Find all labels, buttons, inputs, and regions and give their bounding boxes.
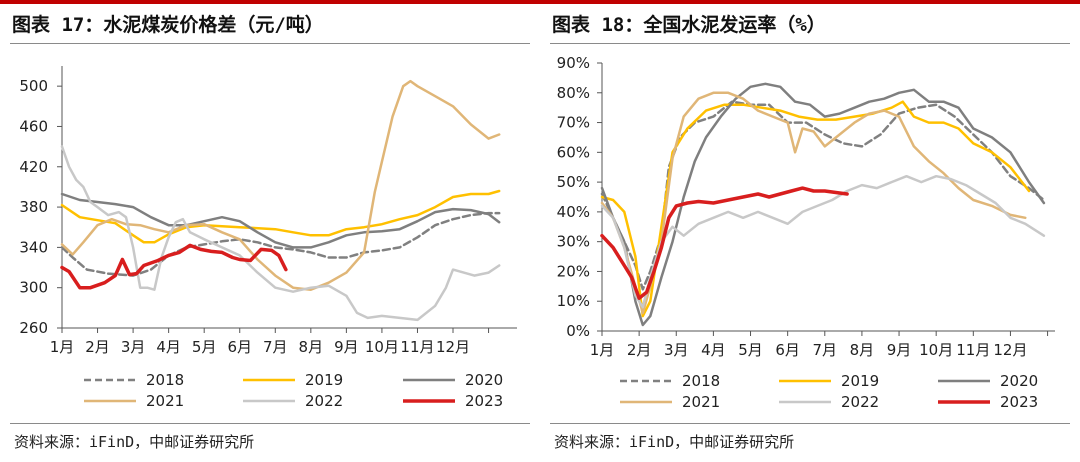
x-tick-label: 11月 xyxy=(956,341,990,359)
x-tick-label: 3月 xyxy=(121,338,146,356)
legend-label-2023: 2023 xyxy=(465,392,503,410)
chart-title-left: 图表 17：水泥煤炭价格差（元/吨） xyxy=(12,14,324,36)
x-tick-label: 11月 xyxy=(400,338,434,356)
x-tick-label: 6月 xyxy=(227,338,252,356)
x-tick-label: 2月 xyxy=(85,338,110,356)
title-divider-right xyxy=(550,43,1070,44)
x-tick-label: 8月 xyxy=(299,338,324,356)
y-tick-label: 260 xyxy=(19,319,48,337)
y-tick-label: 80% xyxy=(557,84,590,102)
chart-title-right: 图表 18：全国水泥发运率（%） xyxy=(552,14,826,36)
y-tick-label: 460 xyxy=(19,117,48,135)
legend-label-2020: 2020 xyxy=(465,371,503,389)
y-tick-label: 40% xyxy=(557,203,590,221)
source-divider-left xyxy=(10,423,530,424)
y-tick-label: 10% xyxy=(557,292,590,310)
series-line-2021 xyxy=(600,91,1027,315)
x-tick-label: 8月 xyxy=(850,341,875,359)
x-tick-label: 12月 xyxy=(993,341,1027,359)
chart-panel-right: 图表 18：全国水泥发运率（%） 0% 10% 20% 30% 40% 50% 60% 70%… xyxy=(540,0,1080,462)
y-tick-label: 30% xyxy=(557,233,590,251)
x-tick-label: 9月 xyxy=(334,338,359,356)
legend-label-2018: 2018 xyxy=(682,372,720,390)
series-line-2023 xyxy=(600,186,849,300)
series-line-2022 xyxy=(600,174,1046,309)
y-tick-label: 500 xyxy=(19,77,48,95)
x-tick-label: 1月 xyxy=(590,341,615,359)
x-tick-label: 3月 xyxy=(664,341,689,359)
series-line-2020 xyxy=(600,82,1046,327)
y-tick-label: 340 xyxy=(19,238,48,256)
legend-label-2019: 2019 xyxy=(841,372,879,390)
y-tick-label: 60% xyxy=(557,143,590,161)
y-tick-label: 300 xyxy=(19,279,48,297)
series-line-2019 xyxy=(60,189,501,244)
legend-label-2023: 2023 xyxy=(1000,393,1038,411)
x-tick-label: 7月 xyxy=(263,338,288,356)
legend-label-2022: 2022 xyxy=(841,393,879,411)
legend-label-2018: 2018 xyxy=(146,371,184,389)
source-note-left: 资料来源：iFinD，中邮证券研究所 xyxy=(14,433,255,451)
x-tick-label: 6月 xyxy=(775,341,800,359)
y-tick-label: 20% xyxy=(557,262,590,280)
source-divider-right xyxy=(550,423,1070,424)
x-tick-label: 1月 xyxy=(50,338,75,356)
cement-shipment-rate-chart: 0% 10% 20% 30% 40% 50% 60% 70% 80% 90% 1月 2月 3月 4月 5月 6… xyxy=(557,54,1055,411)
legend-label-2022: 2022 xyxy=(305,392,343,410)
y-tick-label: 90% xyxy=(557,54,590,72)
y-tick-label: 380 xyxy=(19,198,48,216)
legend-label-2019: 2019 xyxy=(305,371,343,389)
source-note-right: 资料来源：iFinD，中邮证券研究所 xyxy=(554,433,795,451)
y-tick-label: 70% xyxy=(557,114,590,132)
x-tick-label: 2月 xyxy=(627,341,652,359)
chart-panel-left: 图表 17：水泥煤炭价格差（元/吨） 260 300 340 380 420 460 500… xyxy=(10,14,530,451)
x-tick-label: 12月 xyxy=(436,338,470,356)
cement-coal-spread-chart: 260 300 340 380 420 460 500 1月 2月 3月 4月 5月 6月 7月 8月 9月 1… xyxy=(19,66,517,410)
x-tick-label: 4月 xyxy=(701,341,726,359)
y-tick-label: 420 xyxy=(19,158,48,176)
legend-label-2021: 2021 xyxy=(146,392,184,410)
legend-label-2020: 2020 xyxy=(1000,372,1038,390)
x-tick-label: 10月 xyxy=(365,338,399,356)
x-tick-label: 10月 xyxy=(919,341,953,359)
series-line-2020 xyxy=(60,192,501,249)
y-tick-label: 0% xyxy=(566,322,590,340)
series-line-2022 xyxy=(60,145,501,322)
x-tick-label: 4月 xyxy=(156,338,181,356)
series-line-2021 xyxy=(60,79,501,291)
y-tick-label: 50% xyxy=(557,173,590,191)
series-line-2019 xyxy=(600,100,1031,318)
title-divider-left xyxy=(10,43,530,44)
x-tick-label: 5月 xyxy=(738,341,763,359)
x-tick-label: 9月 xyxy=(887,341,912,359)
top-accent-line xyxy=(0,0,1080,4)
legend-label-2021: 2021 xyxy=(682,393,720,411)
series-line-2023 xyxy=(60,243,288,290)
x-tick-label: 7月 xyxy=(813,341,838,359)
x-tick-label: 5月 xyxy=(192,338,217,356)
